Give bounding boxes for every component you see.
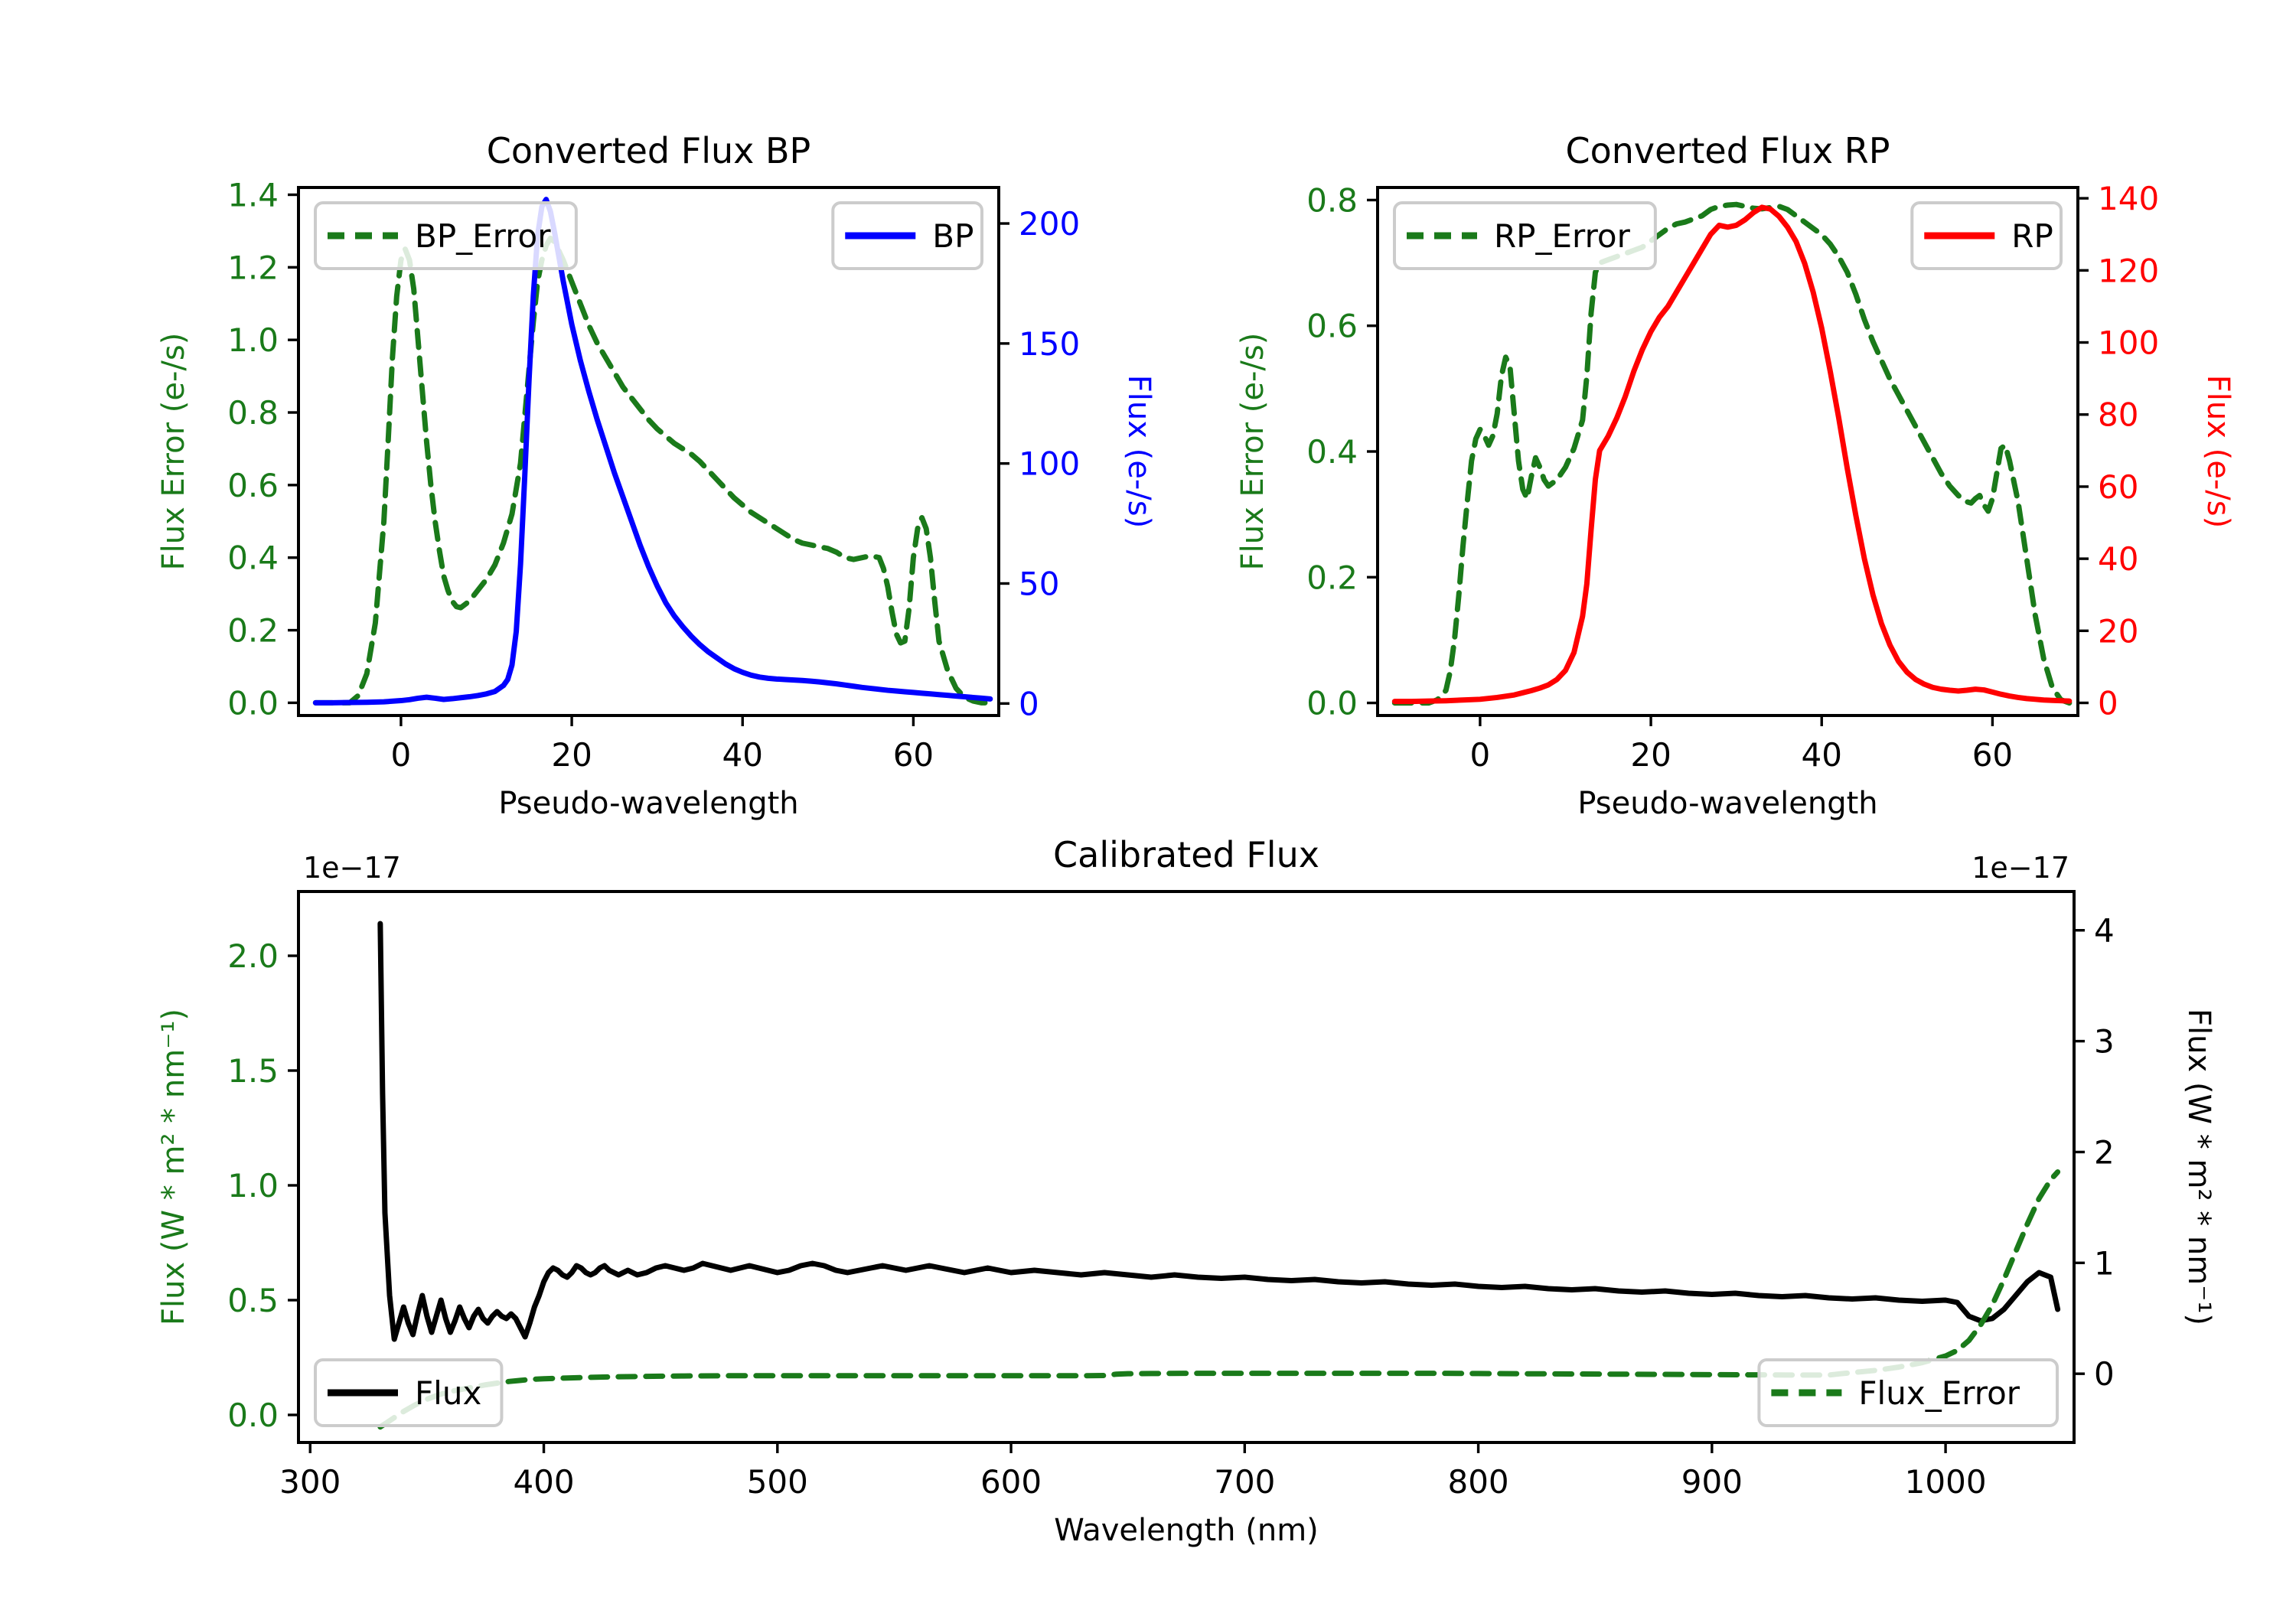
y-tick-label-left: 0.0 <box>227 1397 279 1434</box>
x-tick-label: 20 <box>551 736 592 774</box>
y-tick-label-right: 150 <box>1019 325 1080 363</box>
y-tick-label-left: 2.0 <box>227 937 279 975</box>
y-axis-label-left: Flux (W * m² * nm⁻¹) <box>156 1009 191 1325</box>
legend-left-calibrated_flux[interactable]: Flux <box>314 1358 504 1427</box>
y-tick-label-right: 4 <box>2094 912 2115 950</box>
y-tick-label-left: 0.6 <box>1306 308 1358 345</box>
y-tick-label-right: 50 <box>1019 566 1059 603</box>
panel-converted_flux_rp: Converted Flux RP 0 20 40 60 Pseudo-wavelengt… <box>1235 130 2236 821</box>
y-tick-label-left: 1.4 <box>227 176 279 214</box>
panel-title: Calibrated Flux <box>1053 834 1319 875</box>
panel-converted_flux_bp: Converted Flux BP 0 20 40 60 Pseudo-wavelengt… <box>156 130 1156 821</box>
x-tick-label: 700 <box>1214 1463 1275 1501</box>
series-rp <box>1391 204 2073 705</box>
x-axis-label: Pseudo-wavelength <box>498 786 798 821</box>
x-tick-label: 60 <box>1972 736 2013 774</box>
y-tick-label-left: 1.2 <box>227 249 279 286</box>
y-tick-label-right: 20 <box>2098 612 2138 650</box>
y-tick-label-right: 80 <box>2098 396 2138 434</box>
legend-right-calibrated_flux[interactable]: Flux_Error <box>1757 1358 2059 1427</box>
x-axis-label: Pseudo-wavelength <box>1577 786 1877 821</box>
y-tick-label-left: 0.2 <box>227 612 279 650</box>
y-tick-label-right: 120 <box>2098 252 2159 289</box>
legend-box <box>314 1358 504 1427</box>
x-tick-label: 400 <box>513 1463 574 1501</box>
legend-label: Flux_Error <box>1858 1374 2020 1412</box>
legend-label: Flux <box>415 1374 481 1412</box>
x-tick-label: 300 <box>279 1463 341 1501</box>
x-tick-label: 900 <box>1681 1463 1743 1501</box>
y-tick-label-right: 1 <box>2094 1244 2115 1282</box>
y-tick-label-right: 60 <box>2098 468 2138 506</box>
panel-calibrated_flux: Calibrated Flux 1e−17 1e−17 300 400 500 600 700… <box>156 834 2216 1548</box>
y-tick-label-left: 0.6 <box>227 467 279 504</box>
y-tick-label-left: 1.0 <box>227 321 279 359</box>
axes-spine <box>297 186 1000 717</box>
y-tick-label-left: 0.4 <box>227 539 279 577</box>
y-tick-label-left: 0.0 <box>1306 685 1358 722</box>
legend-label: RP_Error <box>1494 217 1631 255</box>
series-bp_error <box>312 235 993 706</box>
y-tick-label-right: 0 <box>1019 685 1039 722</box>
y-tick-label-right: 140 <box>2098 180 2159 217</box>
legend-left-converted_flux_bp[interactable]: BP_Error <box>314 201 578 270</box>
x-tick-label: 600 <box>980 1463 1042 1501</box>
legend-box <box>1393 201 1657 270</box>
x-tick-label: 0 <box>1470 736 1491 774</box>
y-axis-label-left: Flux Error (e-/s) <box>1235 333 1270 571</box>
y-axis-label-right: Flux (e-/s) <box>2200 375 2236 528</box>
legend-label: BP <box>932 217 974 255</box>
series-flux <box>377 921 2061 1342</box>
offset-text-right: 1e−17 <box>1971 851 2069 885</box>
x-tick-label: 40 <box>1802 736 1842 774</box>
x-tick-label: 500 <box>747 1463 808 1501</box>
y-tick-label-right: 100 <box>2098 324 2159 362</box>
y-tick-label-left: 0.8 <box>227 394 279 432</box>
y-tick-label-left: 0.0 <box>227 684 279 722</box>
x-tick-label: 0 <box>391 736 412 774</box>
y-tick-label-left: 1.0 <box>227 1167 279 1204</box>
x-tick-label: 800 <box>1447 1463 1508 1501</box>
legend-box <box>1757 1358 2059 1427</box>
panel-title: Converted Flux RP <box>1566 130 1890 171</box>
y-axis-label-right: Flux (e-/s) <box>1121 375 1156 528</box>
y-tick-label-right: 100 <box>1019 445 1080 483</box>
x-axis-label: Wavelength (nm) <box>1054 1513 1319 1548</box>
series-bp <box>312 197 993 706</box>
y-tick-label-left: 1.5 <box>227 1052 279 1090</box>
y-axis-label-left: Flux Error (e-/s) <box>156 333 191 571</box>
x-tick-label: 40 <box>722 736 763 774</box>
panel-title: Converted Flux BP <box>487 130 811 171</box>
y-axis-label-right: Flux (W * m² * nm⁻¹) <box>2181 1009 2216 1325</box>
y-tick-label-left: 0.8 <box>1306 181 1358 219</box>
y-tick-label-right: 40 <box>2098 540 2138 578</box>
y-tick-label-left: 0.4 <box>1306 433 1358 471</box>
y-tick-label-right: 0 <box>2094 1355 2115 1393</box>
x-tick-label: 1000 <box>1905 1463 1987 1501</box>
axes-spine <box>297 890 2076 1444</box>
legend-label: BP_Error <box>415 217 551 255</box>
y-tick-label-right: 200 <box>1019 205 1080 243</box>
series-rp_error <box>1391 201 2073 706</box>
offset-text-left: 1e−17 <box>303 851 401 885</box>
legend-box <box>314 201 578 270</box>
legend-right-converted_flux_bp[interactable]: BP <box>831 201 984 270</box>
y-tick-label-left: 0.5 <box>227 1282 279 1319</box>
y-tick-label-right: 3 <box>2094 1023 2115 1061</box>
legend-label: RP <box>2011 217 2053 255</box>
x-tick-label: 60 <box>893 736 934 774</box>
y-tick-label-right: 0 <box>2098 685 2118 722</box>
legend-left-converted_flux_rp[interactable]: RP_Error <box>1393 201 1657 270</box>
y-tick-label-right: 2 <box>2094 1133 2115 1171</box>
x-tick-label: 20 <box>1630 736 1671 774</box>
y-tick-label-left: 0.2 <box>1306 559 1358 596</box>
legend-right-converted_flux_rp[interactable]: RP <box>1910 201 2063 270</box>
